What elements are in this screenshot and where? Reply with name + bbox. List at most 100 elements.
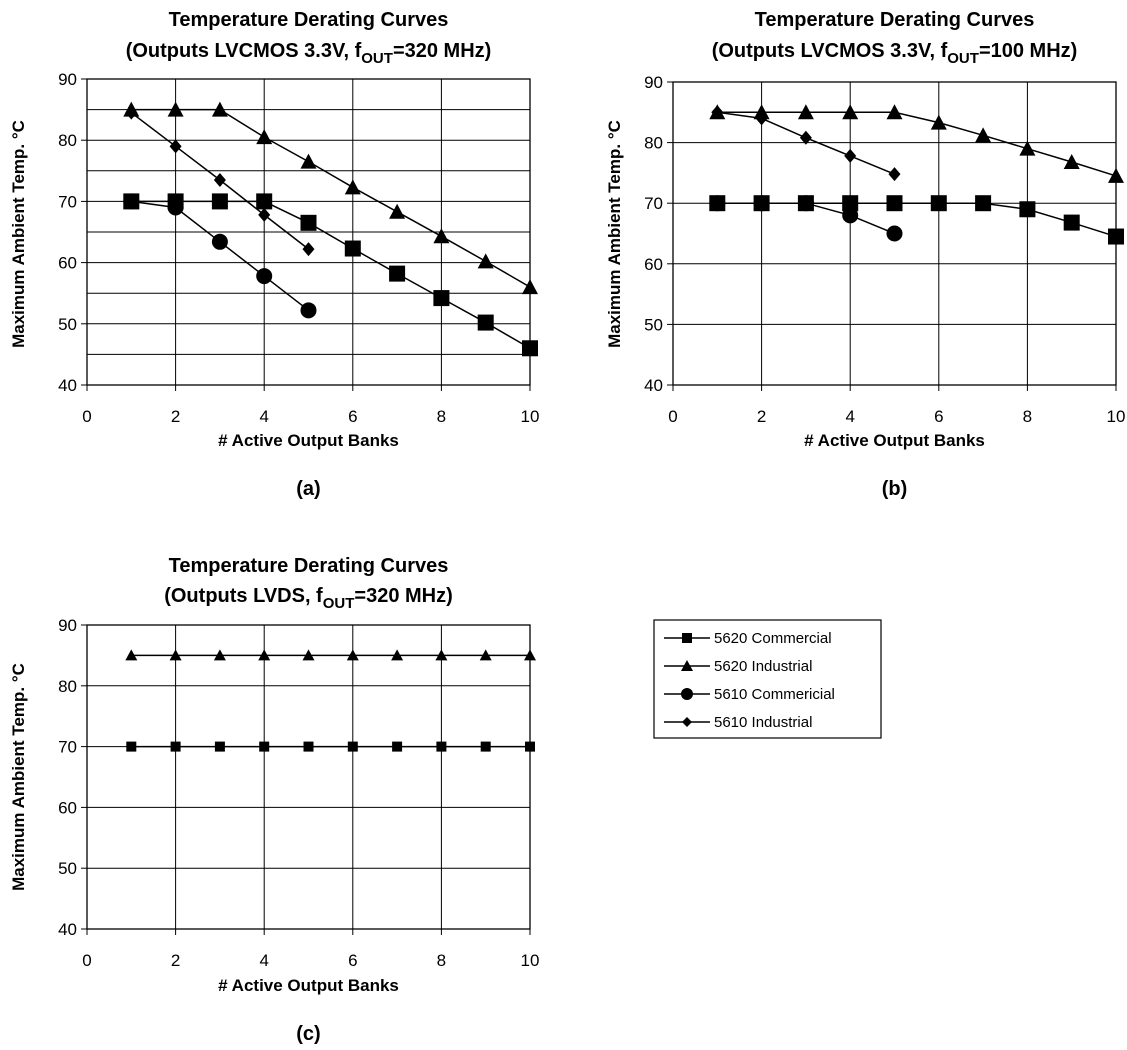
data-point xyxy=(125,105,138,120)
series-line xyxy=(131,108,531,288)
plot-frame xyxy=(86,78,531,386)
data-point xyxy=(886,225,903,242)
x-tick-label: 10 xyxy=(1107,407,1126,426)
data-point xyxy=(433,290,450,307)
data-point xyxy=(391,649,404,661)
chart-title-line1: Temperature Derating Curves xyxy=(755,9,1035,31)
x-tick-label: 4 xyxy=(259,407,268,426)
y-tick-label: 70 xyxy=(58,192,77,211)
x-tick-label: 4 xyxy=(845,407,854,426)
data-point xyxy=(169,649,182,661)
data-point xyxy=(214,741,225,752)
data-point xyxy=(1063,153,1080,169)
data-point xyxy=(256,268,273,285)
x-axis-label: # Active Output Banks xyxy=(218,431,399,450)
data-point xyxy=(797,195,814,212)
y-tick-label: 90 xyxy=(58,70,77,89)
y-tick-label: 90 xyxy=(644,73,663,92)
series-5620-industrial xyxy=(709,104,1124,183)
data-point xyxy=(300,302,317,319)
data-point xyxy=(480,741,491,752)
y-tick-label: 70 xyxy=(58,738,77,757)
legend: 5620 Commercial 5620 Industrial 5610 Comme… xyxy=(653,619,882,739)
x-tick-label: 2 xyxy=(171,407,180,426)
legend-item: 5610 Commericial xyxy=(664,686,835,703)
x-tick-label: 2 xyxy=(171,951,180,970)
data-point xyxy=(125,649,138,661)
data-point xyxy=(256,193,273,210)
x-tick-label: 0 xyxy=(82,951,91,970)
data-point xyxy=(347,741,358,752)
data-point xyxy=(753,195,770,212)
title-line2-post: =320 MHz) xyxy=(393,40,491,62)
data-point xyxy=(258,207,271,222)
data-point xyxy=(886,104,903,120)
data-point xyxy=(344,179,361,195)
data-point xyxy=(211,233,228,250)
title-line2-sub: OUT xyxy=(947,50,979,67)
data-point xyxy=(346,649,359,661)
data-point xyxy=(477,314,494,331)
data-point xyxy=(256,129,273,145)
data-point xyxy=(389,203,406,219)
chart-a: Temperature Derating Curves (Outputs LVCM… xyxy=(9,9,539,500)
data-point xyxy=(389,265,406,282)
y-axis-label: Maximum Ambient Temp. °C xyxy=(9,663,28,891)
data-point xyxy=(300,153,317,169)
x-tick-label: 8 xyxy=(437,951,446,970)
data-point xyxy=(1063,214,1080,231)
legend-item: 5620 Commercial xyxy=(664,630,832,647)
data-point xyxy=(259,741,270,752)
legend-item: 5610 Industrial xyxy=(664,714,812,731)
data-point xyxy=(303,741,314,752)
data-point xyxy=(213,172,226,187)
title-line2-post: =320 MHz) xyxy=(354,585,452,607)
y-axis-label: Maximum Ambient Temp. °C xyxy=(605,120,624,348)
series-5620-industrial xyxy=(123,101,538,295)
data-point xyxy=(709,195,726,212)
data-point xyxy=(1019,140,1036,156)
chart-c: Temperature Derating Curves (Outputs LVDS… xyxy=(9,555,539,1045)
data-point xyxy=(755,111,768,126)
y-tick-label: 40 xyxy=(644,376,663,395)
data-point xyxy=(344,240,361,257)
x-tick-label: 10 xyxy=(521,951,540,970)
data-point xyxy=(170,741,181,752)
data-point xyxy=(930,114,947,130)
chart-caption: (c) xyxy=(296,1023,320,1045)
data-point xyxy=(524,649,536,661)
data-point xyxy=(842,195,859,212)
data-point xyxy=(842,104,859,120)
title-line2-sub: OUT xyxy=(361,50,393,67)
data-point xyxy=(167,199,184,216)
y-tick-label: 60 xyxy=(58,798,77,817)
data-point xyxy=(797,104,814,120)
chart-title-line1: Temperature Derating Curves xyxy=(169,555,449,577)
data-point xyxy=(888,167,901,182)
data-point xyxy=(211,193,228,210)
y-tick-label: 60 xyxy=(58,254,77,273)
x-tick-label: 10 xyxy=(521,407,540,426)
y-tick-label: 90 xyxy=(58,616,77,635)
x-tick-label: 8 xyxy=(1023,407,1032,426)
series-5620-commercial xyxy=(123,193,538,357)
series-5620-commercial xyxy=(126,741,535,752)
series-5610-commericial xyxy=(709,195,903,242)
data-point xyxy=(844,148,857,163)
legend-label: 5620 Commercial xyxy=(714,630,832,647)
title-line2-post: =100 MHz) xyxy=(979,40,1077,62)
data-point xyxy=(522,279,538,295)
title-line2-pre: (Outputs LVDS, f xyxy=(164,585,323,607)
x-tick-label: 6 xyxy=(934,407,943,426)
data-point xyxy=(711,105,724,120)
data-point xyxy=(211,101,228,117)
data-point xyxy=(436,741,447,752)
x-tick-label: 6 xyxy=(348,407,357,426)
x-axis-label: # Active Output Banks xyxy=(804,431,985,450)
data-point xyxy=(886,195,903,212)
data-point xyxy=(213,649,226,661)
y-tick-label: 50 xyxy=(58,315,77,334)
legend-marker xyxy=(682,717,692,727)
data-point xyxy=(126,741,137,752)
y-tick-label: 50 xyxy=(644,315,663,334)
